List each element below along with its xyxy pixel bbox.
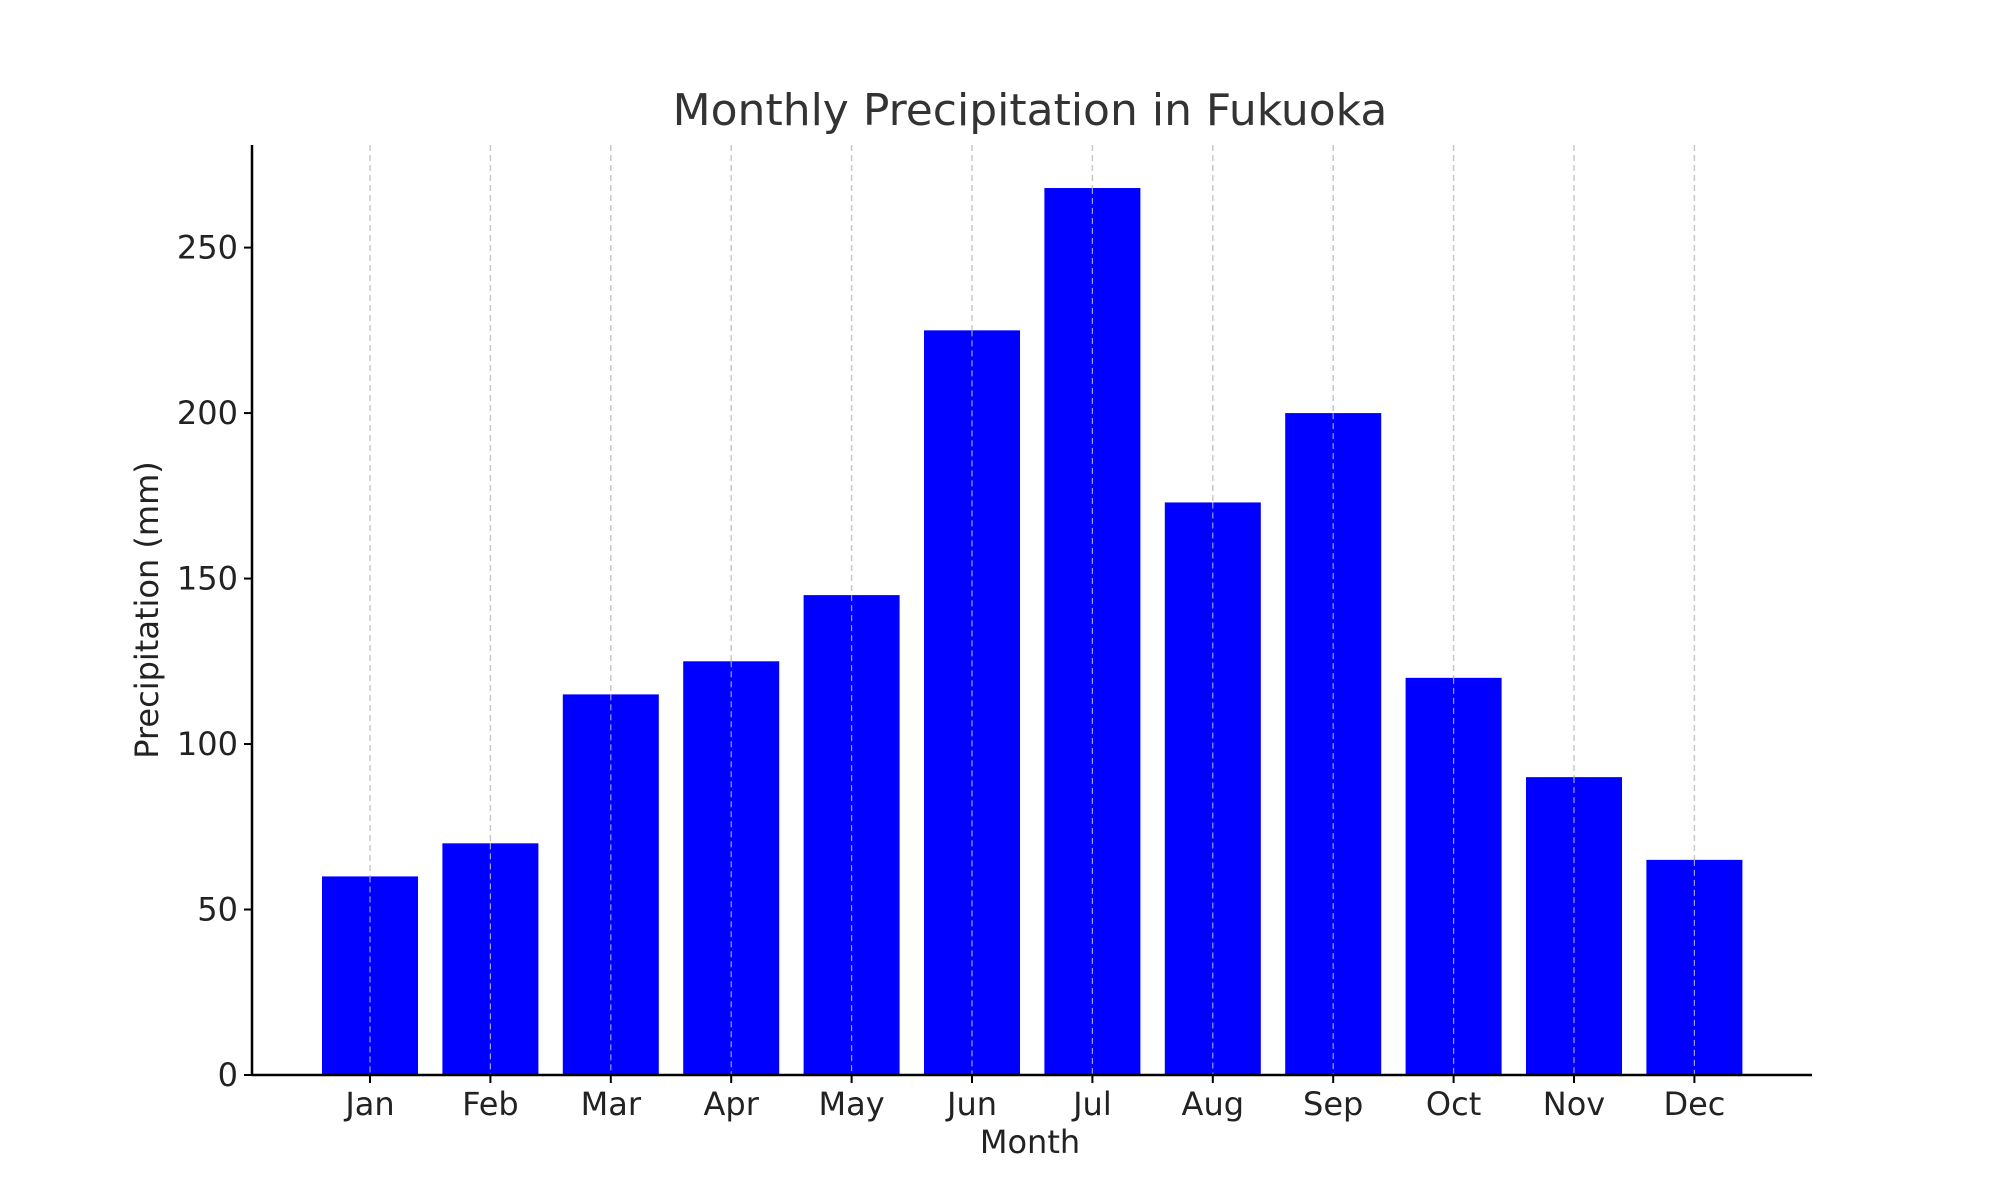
bars xyxy=(322,188,1743,1076)
x-tick-label-dec: Dec xyxy=(1663,1085,1725,1123)
y-tick-label-250: 250 xyxy=(177,229,238,267)
x-tick-label-oct: Oct xyxy=(1426,1085,1481,1123)
y-axis-label: Precipitation (mm) xyxy=(128,461,166,759)
x-tick-label-may: May xyxy=(819,1085,885,1123)
x-tick-label-mar: Mar xyxy=(581,1085,642,1123)
x-axis-ticks: Jan Feb Mar Apr May Jun Jul Aug Sep Oct Nov Dec xyxy=(343,1075,1725,1123)
x-tick-label-sep: Sep xyxy=(1303,1085,1363,1123)
x-tick-label-apr: Apr xyxy=(704,1085,760,1123)
bar-jan xyxy=(322,876,418,1075)
x-tick-label-jan: Jan xyxy=(343,1085,394,1123)
y-axis-ticks: 0 50 100 150 200 250 xyxy=(177,229,252,1094)
bar-may xyxy=(803,595,900,1075)
y-tick-label-150: 150 xyxy=(177,560,238,598)
bar-oct xyxy=(1405,677,1502,1075)
x-tick-label-feb: Feb xyxy=(462,1085,519,1123)
y-tick-label-50: 50 xyxy=(197,891,238,929)
bar-nov xyxy=(1526,777,1622,1075)
chart-title: Monthly Precipitation in Fukuoka xyxy=(673,85,1388,136)
x-tick-label-jun: Jun xyxy=(945,1085,997,1123)
grid-lines-over-bars xyxy=(369,188,1696,1075)
y-tick-label-0: 0 xyxy=(218,1056,238,1094)
y-tick-label-100: 100 xyxy=(177,725,238,763)
y-tick-label-200: 200 xyxy=(177,394,238,432)
x-tick-label-aug: Aug xyxy=(1182,1085,1244,1123)
x-tick-label-jul: Jul xyxy=(1071,1085,1112,1123)
x-tick-label-nov: Nov xyxy=(1543,1085,1605,1123)
x-axis-label: Month xyxy=(980,1123,1080,1161)
